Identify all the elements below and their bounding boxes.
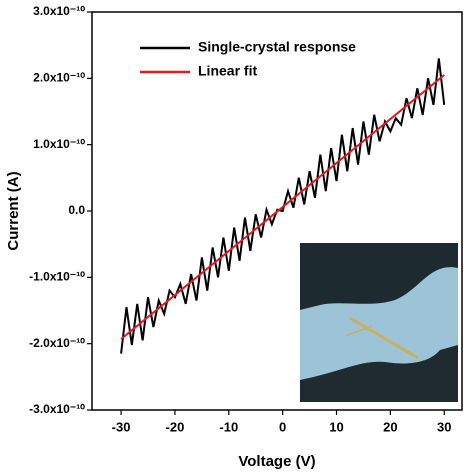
- x-tick-label: 10: [329, 419, 343, 434]
- y-axis-label: Current (A): [5, 171, 22, 250]
- legend-label: Linear fit: [198, 63, 257, 79]
- x-tick-label: -10: [219, 419, 238, 434]
- y-tick-label: 1.0x10⁻¹⁰: [33, 137, 85, 151]
- legend-label: Single-crystal response: [198, 39, 356, 55]
- y-tick-label: -2.0x10⁻¹⁰: [29, 336, 85, 350]
- series-line: [120, 58, 446, 354]
- series-line: [120, 74, 445, 340]
- x-tick-label: -30: [112, 419, 131, 434]
- y-tick-label: 3.0x10⁻¹⁰: [33, 4, 85, 18]
- x-tick-label: 0: [279, 419, 286, 434]
- y-tick-label: -1.0x10⁻¹⁰: [29, 270, 85, 284]
- x-tick-label: 20: [383, 419, 397, 434]
- x-tick-label: -20: [166, 419, 185, 434]
- x-axis-label: Voltage (V): [238, 453, 315, 470]
- inset-photo: [300, 243, 458, 402]
- x-tick-label: 30: [437, 419, 451, 434]
- y-tick-label: 2.0x10⁻¹⁰: [33, 71, 85, 85]
- y-tick-label: -3.0x10⁻¹⁰: [29, 402, 85, 416]
- y-tick-label: 0.0: [68, 203, 85, 217]
